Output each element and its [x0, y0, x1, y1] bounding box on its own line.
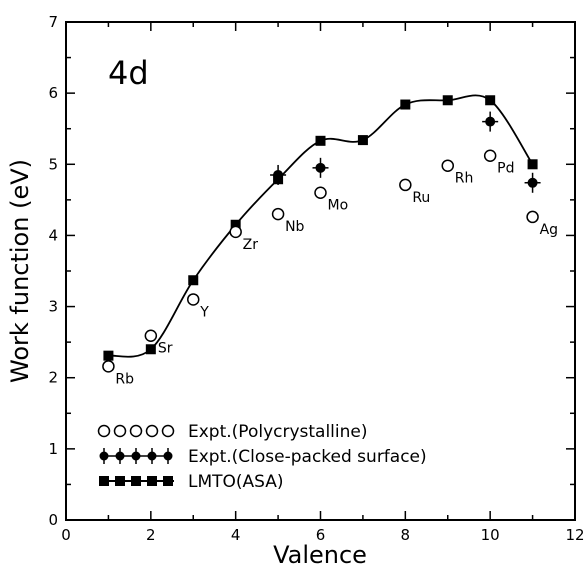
- legend-close-packed-marker: [115, 451, 125, 461]
- lmto-point: [527, 159, 538, 170]
- lmto-point: [442, 95, 453, 106]
- legend-lmto-marker: [99, 476, 109, 486]
- close-packed-point: [273, 169, 284, 180]
- y-tick-label: 3: [48, 298, 58, 316]
- element-label: Y: [199, 304, 209, 320]
- polycrystalline-point: [314, 186, 327, 199]
- polycrystalline-point: [483, 149, 497, 162]
- close-packed-point: [485, 116, 496, 127]
- x-tick-label: 2: [146, 526, 156, 544]
- legend-lmto-marker: [115, 476, 125, 486]
- element-label: Zr: [243, 237, 259, 253]
- element-label: Nb: [285, 219, 304, 235]
- legend-close-packed-marker: [163, 451, 173, 461]
- legend-close-packed-marker: [147, 451, 157, 461]
- polycrystalline-point: [399, 178, 412, 192]
- y-tick-label: 7: [48, 13, 58, 31]
- element-label: Sr: [158, 341, 173, 357]
- close-packed-point: [527, 177, 538, 188]
- polycrystalline-point: [144, 329, 158, 342]
- element-label: Ru: [412, 190, 430, 206]
- polycrystalline-point: [526, 210, 539, 224]
- legend-polycrystalline-marker: [161, 424, 175, 438]
- legend-lmto-marker: [163, 476, 173, 486]
- lmto-point: [400, 99, 411, 110]
- y-tick-label: 4: [48, 226, 58, 244]
- legend-polycrystalline-marker: [129, 424, 143, 438]
- lmto-point: [145, 344, 156, 355]
- axis-ticks: [65, 21, 576, 521]
- element-label: Rb: [115, 371, 134, 387]
- lmto-point: [230, 219, 241, 230]
- legend: Expt.(Polycrystalline) Expt.(Close-packed…: [97, 422, 427, 492]
- legend-label: LMTO(ASA): [188, 472, 284, 492]
- x-tick-label: 8: [401, 526, 411, 544]
- close-packed-point: [315, 162, 326, 173]
- polycrystalline-point: [229, 225, 242, 239]
- y-tick-label: 1: [48, 440, 58, 458]
- x-tick-label: 10: [481, 526, 500, 544]
- legend-label: Expt.(Close-packed surface): [188, 447, 427, 467]
- element-label: Pd: [497, 161, 514, 177]
- x-axis-title: Valence: [273, 541, 367, 569]
- legend-lmto-marker: [131, 476, 141, 486]
- lmto-curve: [108, 94, 534, 358]
- series-layer: Rb Sr Y Zr Nb Mo Ru Rh Pd Ag: [102, 94, 558, 387]
- y-tick-label: 2: [48, 369, 58, 387]
- y-axis-title: Work function (eV): [6, 159, 34, 383]
- x-tick-label: 6: [316, 526, 326, 544]
- x-tick-label: 12: [565, 526, 584, 544]
- polycrystalline-point: [441, 159, 454, 172]
- legend-label: Expt.(Polycrystalline): [188, 422, 368, 442]
- lmto-point: [485, 95, 496, 106]
- y-tick-label: 5: [48, 155, 58, 173]
- plot-frame: [65, 21, 576, 521]
- y-tick-label: 0: [48, 511, 58, 529]
- lmto-point: [357, 135, 368, 146]
- polycrystalline-point: [102, 360, 115, 373]
- element-label: Rh: [455, 171, 474, 187]
- legend-lmto-marker: [147, 476, 157, 486]
- legend-polycrystalline-marker: [113, 424, 127, 438]
- legend-polycrystalline-marker: [97, 424, 111, 438]
- lmto-point: [103, 350, 114, 361]
- legend-close-packed-marker: [99, 451, 109, 461]
- element-label: Mo: [328, 198, 349, 214]
- legend-polycrystalline-marker: [145, 424, 159, 438]
- x-tick-label: 4: [231, 526, 241, 544]
- polycrystalline-point: [271, 207, 285, 221]
- element-label: Ag: [540, 222, 558, 238]
- y-tick-label: 6: [48, 84, 58, 102]
- lmto-point: [188, 275, 199, 286]
- legend-close-packed-marker: [131, 451, 141, 461]
- x-tick-label: 0: [61, 526, 71, 544]
- panel-label: 4d: [108, 54, 149, 92]
- lmto-point: [315, 135, 326, 146]
- polycrystalline-point: [187, 293, 200, 306]
